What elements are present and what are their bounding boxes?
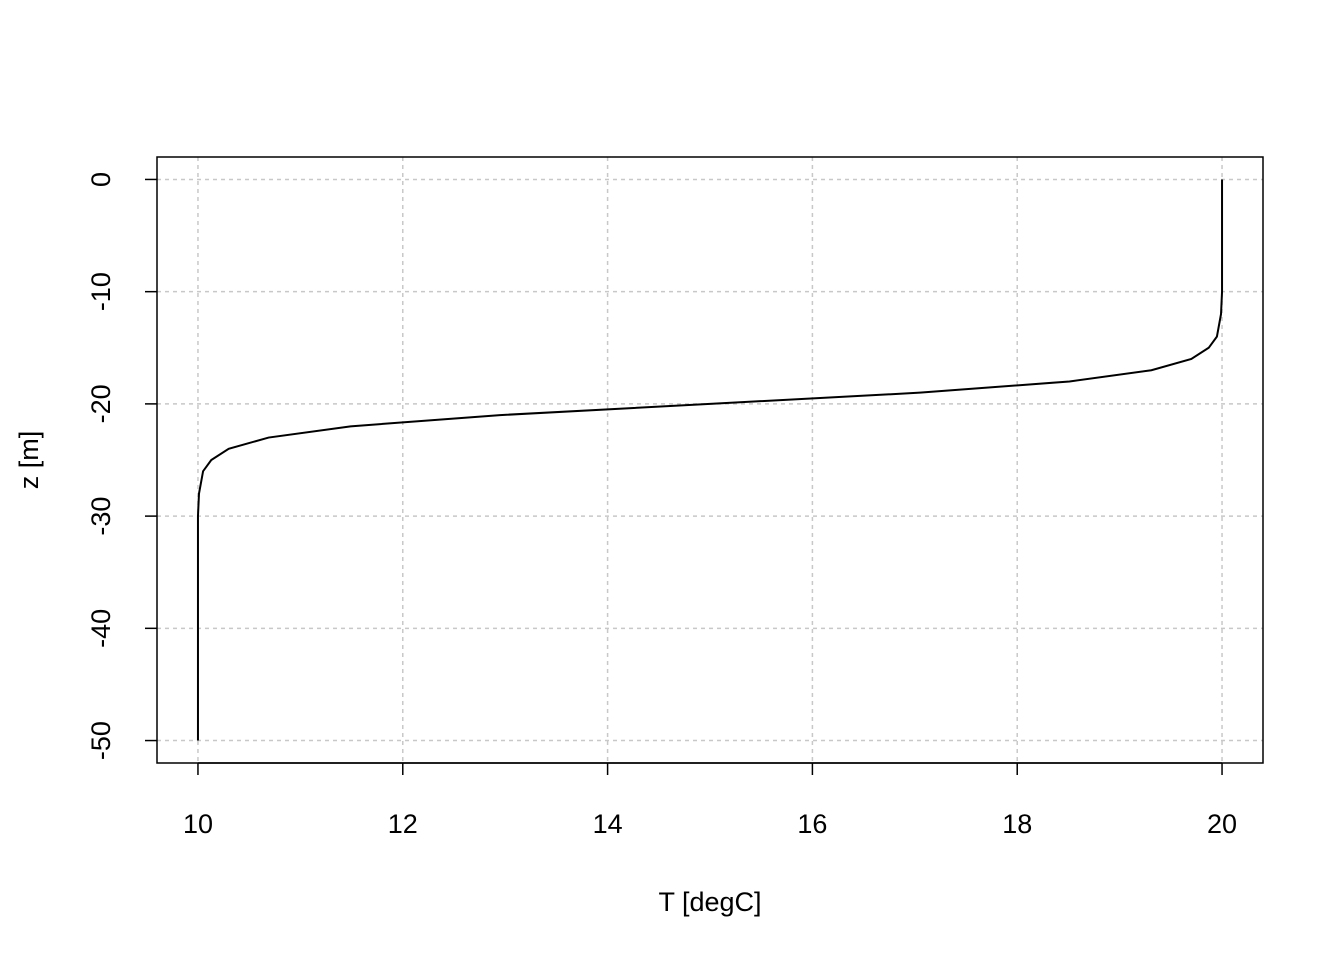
y-tick-label: -20 — [86, 384, 116, 423]
x-tick-label: 16 — [797, 809, 827, 839]
y-tick-label: -30 — [86, 497, 116, 536]
x-axis-label: T [degC] — [658, 887, 761, 917]
x-tick-label: 14 — [593, 809, 623, 839]
y-tick-label: -10 — [86, 272, 116, 311]
y-tick-label: -50 — [86, 721, 116, 760]
x-tick-label: 12 — [388, 809, 418, 839]
y-tick-label: -40 — [86, 609, 116, 648]
profile-line — [196, 179, 1224, 741]
x-tick-label: 18 — [1002, 809, 1032, 839]
x-tick-label: 20 — [1207, 809, 1237, 839]
y-axis-label: z [m] — [14, 431, 44, 490]
y-tick-label: 0 — [86, 172, 116, 187]
x-tick-label: 10 — [183, 809, 213, 839]
plot-frame — [156, 156, 1264, 764]
